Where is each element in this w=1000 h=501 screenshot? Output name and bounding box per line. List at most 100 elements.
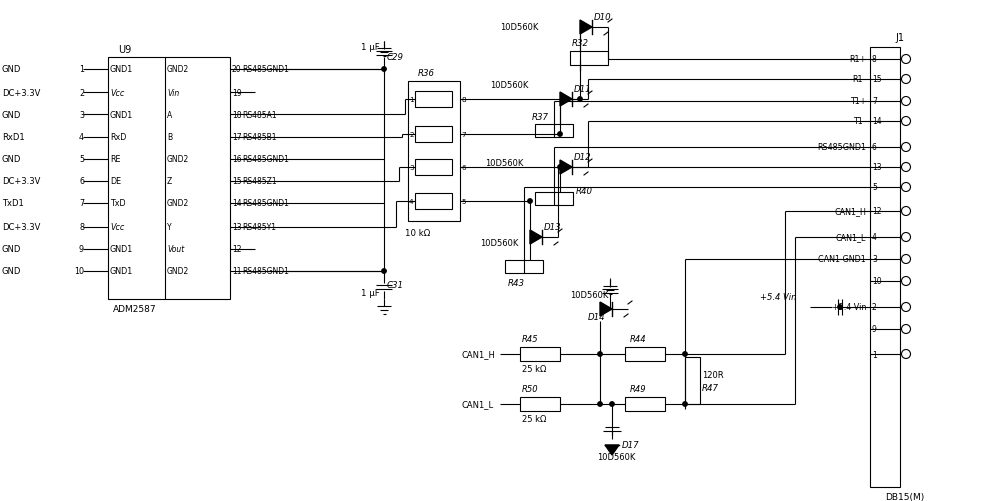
Bar (870, 48, 900, 487)
Text: DC+3.3V: DC+3.3V (2, 223, 40, 232)
Polygon shape (605, 445, 619, 455)
Circle shape (610, 402, 614, 406)
Text: 15: 15 (872, 75, 882, 84)
Text: 4: 4 (409, 198, 414, 204)
Text: 8: 8 (79, 223, 84, 232)
Text: DE: DE (110, 177, 121, 186)
Text: GND: GND (2, 65, 21, 74)
Text: RS485B1: RS485B1 (242, 133, 276, 142)
Text: RxD1: RxD1 (2, 133, 25, 142)
Circle shape (558, 165, 562, 170)
Text: 14: 14 (872, 117, 882, 126)
Bar (505, 261, 543, 274)
Circle shape (838, 305, 842, 310)
Text: 25 kΩ: 25 kΩ (522, 415, 546, 424)
Text: 19: 19 (232, 88, 242, 97)
Text: GND1: GND1 (110, 65, 133, 74)
Circle shape (558, 133, 562, 137)
Text: Vin: Vin (167, 88, 179, 97)
Text: 11: 11 (232, 267, 242, 276)
Circle shape (382, 269, 386, 274)
Text: 10D560K: 10D560K (480, 238, 518, 247)
Text: CAN1_L: CAN1_L (836, 233, 866, 242)
Text: D14: D14 (588, 313, 606, 322)
Text: DB15(M): DB15(M) (885, 492, 924, 501)
Text: Vcc: Vcc (110, 88, 124, 97)
Text: R43: R43 (508, 279, 525, 288)
Bar (520, 347, 560, 361)
Text: 5: 5 (79, 155, 84, 164)
Text: Vout: Vout (167, 245, 184, 254)
Text: CAN1_L: CAN1_L (462, 400, 494, 409)
Text: GND: GND (2, 110, 21, 119)
Text: 7: 7 (461, 132, 466, 138)
Text: +5.4 Vin: +5.4 Vin (832, 303, 866, 312)
Circle shape (683, 402, 687, 406)
Text: 3: 3 (872, 255, 877, 264)
Text: R1-: R1- (853, 75, 866, 84)
Text: 9: 9 (79, 245, 84, 254)
Text: DC+3.3V: DC+3.3V (2, 177, 40, 186)
Circle shape (528, 199, 532, 204)
Text: RS485Y1: RS485Y1 (242, 223, 276, 232)
Text: R37: R37 (532, 112, 549, 121)
Text: 6: 6 (872, 143, 877, 152)
Text: RS485GND1: RS485GND1 (242, 155, 289, 164)
Bar (415, 127, 452, 143)
Text: R40: R40 (576, 186, 593, 195)
Polygon shape (600, 303, 612, 316)
Circle shape (578, 98, 582, 102)
Text: R32: R32 (572, 40, 589, 49)
Text: 1 μF: 1 μF (361, 289, 380, 298)
Text: 13: 13 (872, 163, 882, 172)
Text: 7: 7 (79, 199, 84, 208)
Text: DC+3.3V: DC+3.3V (2, 88, 40, 97)
Text: GND2: GND2 (167, 199, 189, 208)
Text: RS485GND1: RS485GND1 (242, 199, 289, 208)
Text: 4: 4 (872, 233, 877, 242)
Text: 10: 10 (74, 267, 84, 276)
Bar (535, 125, 573, 138)
Polygon shape (530, 230, 542, 244)
Circle shape (598, 352, 602, 357)
Bar (685, 357, 700, 404)
Text: GND: GND (2, 267, 21, 276)
Text: R36: R36 (418, 69, 435, 78)
Text: CAN1_H: CAN1_H (462, 350, 496, 359)
Text: R49: R49 (630, 385, 647, 394)
Text: GND2: GND2 (167, 65, 189, 74)
Bar (415, 193, 452, 209)
Text: Vcc: Vcc (110, 223, 124, 232)
Text: 5: 5 (461, 198, 466, 204)
Text: 10D560K: 10D560K (597, 452, 635, 461)
Text: 6: 6 (461, 165, 466, 171)
Text: 3: 3 (79, 110, 84, 119)
Polygon shape (560, 93, 572, 107)
Polygon shape (560, 161, 572, 175)
Text: 3: 3 (409, 165, 414, 171)
Text: U9: U9 (118, 45, 131, 55)
Text: 7: 7 (872, 97, 877, 106)
Text: R44: R44 (630, 335, 647, 344)
Text: 8: 8 (461, 97, 466, 103)
Bar (535, 192, 573, 205)
Text: 120R: 120R (702, 371, 724, 380)
Bar (520, 397, 560, 411)
Text: 17: 17 (232, 133, 242, 142)
Text: D10: D10 (594, 14, 612, 23)
Text: J1: J1 (895, 33, 904, 43)
Circle shape (598, 402, 602, 406)
Text: R45: R45 (522, 335, 539, 344)
Text: C29: C29 (387, 53, 404, 62)
Text: D11: D11 (574, 85, 592, 94)
Text: 10D560K: 10D560K (485, 159, 523, 168)
Bar (108, 58, 230, 300)
Text: GND: GND (2, 245, 21, 254)
Text: R47: R47 (702, 384, 719, 393)
Text: Y: Y (167, 223, 172, 232)
Text: GND: GND (2, 155, 21, 164)
Text: GND1: GND1 (110, 267, 133, 276)
Text: B: B (167, 133, 172, 142)
Text: GND2: GND2 (167, 267, 189, 276)
Text: 2: 2 (79, 88, 84, 97)
